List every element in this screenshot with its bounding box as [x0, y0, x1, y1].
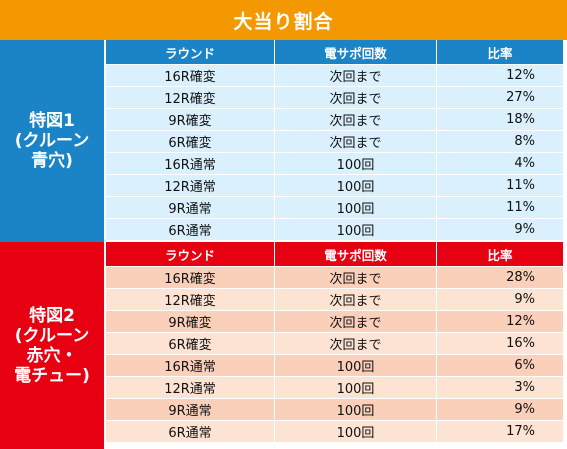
- ratio-cell: 9%: [436, 398, 564, 421]
- table-row: 6R通常 100回 9%: [106, 218, 564, 241]
- table-row: 16R通常 100回 4%: [106, 152, 564, 175]
- table-row: 12R通常 100回 3%: [106, 376, 564, 399]
- support-cell: 次回まで: [274, 332, 437, 355]
- round-cell: 16R通常: [106, 354, 275, 377]
- table-row: 6R確変 次回まで 8%: [106, 130, 564, 153]
- section-tokuzu1: 特図1 (クルーン 青穴) ラウンド 電サポ回数 比率 16R確変 次回まで 12%…: [0, 40, 567, 242]
- header-ratio: 比率: [436, 40, 564, 65]
- table-row: 16R確変 次回まで 12%: [106, 64, 564, 87]
- round-cell: 16R確変: [106, 64, 275, 87]
- support-cell: 100回: [274, 354, 437, 377]
- support-cell: 次回まで: [274, 108, 437, 131]
- table-row: 9R通常 100回 11%: [106, 196, 564, 219]
- round-cell: 6R通常: [106, 218, 275, 241]
- round-cell: 16R確変: [106, 266, 275, 289]
- ratio-cell: 28%: [436, 266, 564, 289]
- round-cell: 6R確変: [106, 332, 275, 355]
- round-cell: 9R確変: [106, 310, 275, 333]
- header-ratio: 比率: [436, 242, 564, 267]
- round-cell: 9R確変: [106, 108, 275, 131]
- header-round: ラウンド: [106, 242, 275, 267]
- ratio-cell: 16%: [436, 332, 564, 355]
- support-cell: 次回まで: [274, 310, 437, 333]
- support-cell: 次回まで: [274, 64, 437, 87]
- support-cell: 100回: [274, 420, 437, 443]
- table-row: 9R通常 100回 9%: [106, 398, 564, 421]
- ratio-cell: 3%: [436, 376, 564, 399]
- round-cell: 12R通常: [106, 174, 275, 197]
- table-row: 6R確変 次回まで 16%: [106, 332, 564, 355]
- table-row: 16R通常 100回 6%: [106, 354, 564, 377]
- ratio-cell: 27%: [436, 86, 564, 109]
- round-cell: 6R確変: [106, 130, 275, 153]
- table-row: 9R確変 次回まで 12%: [106, 310, 564, 333]
- support-cell: 次回まで: [274, 266, 437, 289]
- table-row: 12R通常 100回 11%: [106, 174, 564, 197]
- ratio-cell: 11%: [436, 196, 564, 219]
- ratio-cell: 12%: [436, 64, 564, 87]
- table-row: 9R確変 次回まで 18%: [106, 108, 564, 131]
- ratio-cell: 8%: [436, 130, 564, 153]
- ratio-cell: 9%: [436, 288, 564, 311]
- round-cell: 9R通常: [106, 398, 275, 421]
- ratio-cell: 17%: [436, 420, 564, 443]
- table-row: 16R確変 次回まで 28%: [106, 266, 564, 289]
- support-cell: 100回: [274, 152, 437, 175]
- table-title: 大当り割合: [0, 0, 567, 40]
- section-label: 特図2 (クルーン 赤穴・ 電チュー): [0, 242, 104, 449]
- round-cell: 6R通常: [106, 420, 275, 443]
- ratio-cell: 6%: [436, 354, 564, 377]
- round-cell: 12R確変: [106, 86, 275, 109]
- support-cell: 100回: [274, 174, 437, 197]
- round-cell: 12R確変: [106, 288, 275, 311]
- ratio-cell: 4%: [436, 152, 564, 175]
- round-cell: 9R通常: [106, 196, 275, 219]
- header-row: ラウンド 電サポ回数 比率: [106, 242, 564, 267]
- support-cell: 100回: [274, 376, 437, 399]
- support-cell: 次回まで: [274, 86, 437, 109]
- header-support: 電サポ回数: [274, 40, 437, 65]
- support-cell: 100回: [274, 218, 437, 241]
- ratio-cell: 18%: [436, 108, 564, 131]
- header-round: ラウンド: [106, 40, 275, 65]
- header-support: 電サポ回数: [274, 242, 437, 267]
- table-row: 6R通常 100回 17%: [106, 420, 564, 443]
- table-row: 12R確変 次回まで 9%: [106, 288, 564, 311]
- section-label: 特図1 (クルーン 青穴): [0, 40, 104, 242]
- ratio-cell: 12%: [436, 310, 564, 333]
- ratio-table-1: ラウンド 電サポ回数 比率 16R確変 次回まで 12% 12R確変 次回まで 27% 9R…: [106, 40, 564, 241]
- round-cell: 12R通常: [106, 376, 275, 399]
- ratio-table-2: ラウンド 電サポ回数 比率 16R確変 次回まで 28% 12R確変 次回まで 9% 9R確…: [106, 242, 564, 443]
- support-cell: 次回まで: [274, 130, 437, 153]
- support-cell: 次回まで: [274, 288, 437, 311]
- table-row: 12R確変 次回まで 27%: [106, 86, 564, 109]
- header-row: ラウンド 電サポ回数 比率: [106, 40, 564, 65]
- round-cell: 16R通常: [106, 152, 275, 175]
- ratio-cell: 11%: [436, 174, 564, 197]
- ratio-cell: 9%: [436, 218, 564, 241]
- support-cell: 100回: [274, 196, 437, 219]
- support-cell: 100回: [274, 398, 437, 421]
- section-tokuzu2: 特図2 (クルーン 赤穴・ 電チュー) ラウンド 電サポ回数 比率 16R確変次…: [0, 242, 567, 449]
